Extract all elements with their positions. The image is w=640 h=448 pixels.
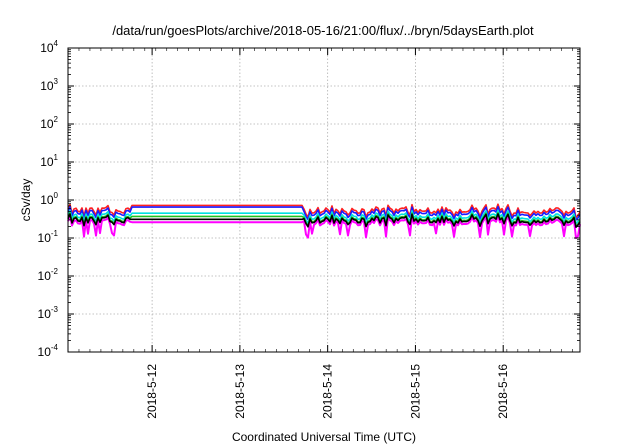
y-axis-label: cSv/day [19,179,33,222]
y-tick-base: 10 [40,193,54,207]
chart-title: /data/run/goesPlots/archive/2018-05-16/2… [112,23,534,38]
y-tick-exponent: 3 [54,77,59,86]
y-tick-base: 10 [38,269,52,283]
y-tick-exponent: -4 [51,343,59,352]
x-axis: 2018-5-12 2018-5-13 2018-5-14 2018-5-15 2018… [67,48,573,419]
series-line [67,209,581,225]
y-tick-label: 10-2 [38,267,59,283]
y-tick-base: 10 [38,307,52,321]
y-tick-label: 10-4 [38,343,59,359]
y-tick-base: 10 [40,41,54,55]
y-tick-label: 10-3 [38,305,59,321]
y-tick-exponent: 1 [54,153,59,162]
y-tick-exponent: -3 [51,305,59,314]
y-tick-exponent: -2 [51,267,59,276]
y-tick-base: 10 [40,79,54,93]
y-tick-base: 10 [38,231,52,245]
series-line [67,213,581,228]
y-tick-exponent: 2 [54,115,59,124]
y-tick-label: 104 [40,39,58,55]
x-tick-label: 2018-5-14 [321,364,335,419]
series-line [67,205,581,221]
series-line [67,215,581,240]
y-tick-label: 10-1 [38,229,59,245]
y-tick-base: 10 [38,345,52,359]
x-tick-label: 2018-5-16 [496,364,510,419]
y-tick-label: 100 [40,191,58,207]
y-tick-label: 101 [40,153,58,169]
y-tick-base: 10 [40,117,54,131]
x-tick-label: 2018-5-15 [408,364,422,419]
y-tick-label: 102 [40,115,58,131]
y-tick-exponent: -1 [51,229,59,238]
y-tick-exponent: 0 [54,191,59,200]
series-line [67,203,581,219]
x-axis-label: Coordinated Universal Time (UTC) [232,430,416,444]
y-tick-exponent: 4 [54,39,59,48]
data-series-group [67,203,581,240]
x-tick-label: 2018-5-13 [233,364,247,419]
x-tick-label: 2018-5-12 [145,364,159,419]
y-tick-base: 10 [40,155,54,169]
y-tick-label: 103 [40,77,58,93]
grid [68,48,580,352]
